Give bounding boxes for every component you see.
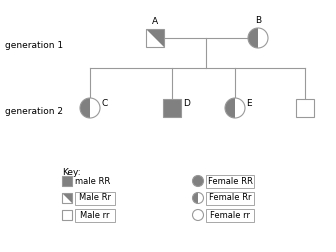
Text: E: E (246, 99, 252, 108)
Polygon shape (146, 29, 164, 47)
Polygon shape (62, 210, 72, 220)
Wedge shape (198, 193, 204, 204)
FancyBboxPatch shape (75, 209, 115, 222)
Polygon shape (62, 193, 72, 203)
Wedge shape (193, 193, 198, 204)
Text: Female rr: Female rr (210, 210, 250, 219)
Wedge shape (258, 28, 268, 48)
Text: D: D (183, 99, 190, 108)
Wedge shape (225, 98, 235, 118)
FancyBboxPatch shape (75, 192, 115, 205)
Wedge shape (248, 28, 258, 48)
Text: generation 1: generation 1 (5, 41, 63, 49)
Text: male RR: male RR (75, 176, 110, 185)
Wedge shape (80, 98, 90, 118)
Wedge shape (235, 98, 245, 118)
Text: Female RR: Female RR (208, 176, 252, 185)
Text: Female Rr: Female Rr (209, 194, 251, 203)
Text: B: B (255, 16, 261, 25)
Text: A: A (152, 17, 158, 26)
Wedge shape (90, 98, 100, 118)
Text: C: C (101, 99, 107, 108)
Circle shape (193, 175, 204, 186)
Text: Male rr: Male rr (80, 210, 110, 219)
FancyBboxPatch shape (206, 175, 254, 188)
Polygon shape (163, 99, 181, 117)
FancyBboxPatch shape (206, 192, 254, 205)
Text: Key:: Key: (62, 168, 81, 177)
FancyBboxPatch shape (206, 209, 254, 222)
Polygon shape (62, 193, 72, 203)
Polygon shape (146, 29, 164, 47)
Polygon shape (296, 99, 314, 117)
Circle shape (193, 209, 204, 220)
Polygon shape (62, 176, 72, 186)
Text: Male Rr: Male Rr (79, 194, 111, 203)
Text: generation 2: generation 2 (5, 108, 63, 116)
